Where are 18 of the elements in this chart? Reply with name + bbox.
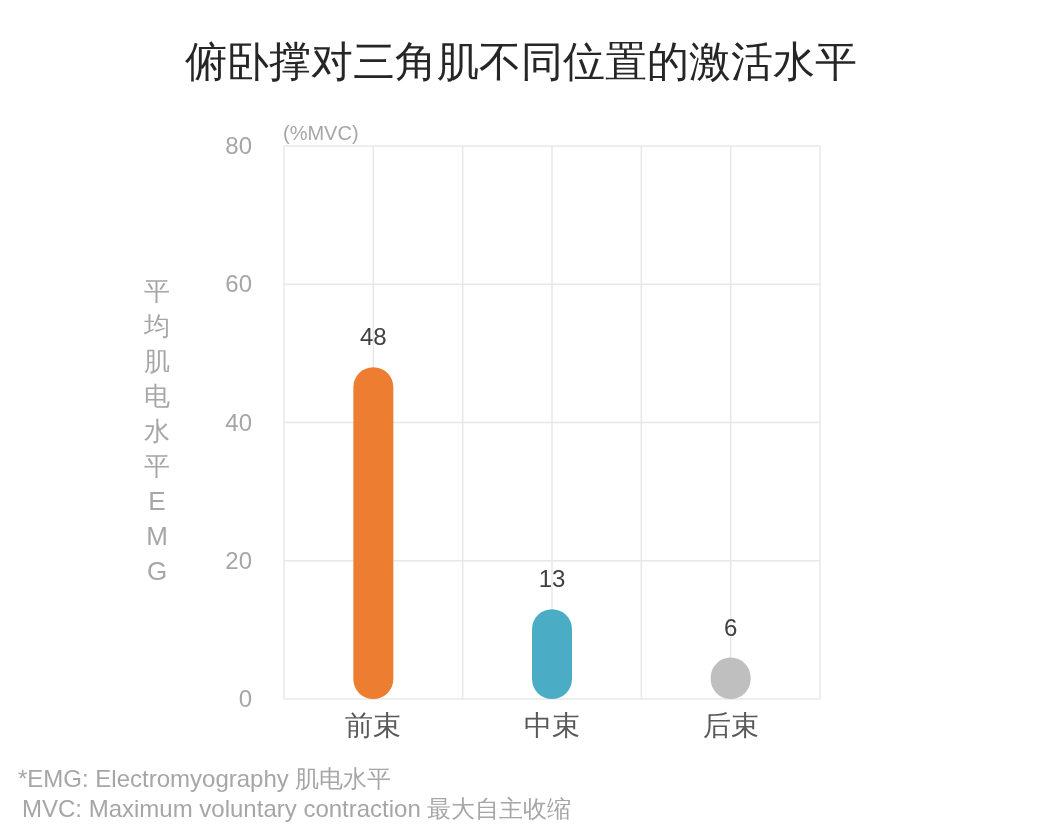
chart-title: 俯卧撑对三角肌不同位置的激活水平 bbox=[185, 38, 857, 85]
y-tick-label: 60 bbox=[225, 270, 252, 298]
data-label: 13 bbox=[538, 565, 566, 593]
text: *EMG: Electromyography 肌电水平 bbox=[18, 765, 392, 792]
text: MVC: Maximum voluntary contraction 最大自主收缩 bbox=[22, 795, 572, 822]
y-tick-label: 0 bbox=[238, 685, 252, 712]
bar bbox=[532, 609, 572, 699]
y-tick-label: 40 bbox=[225, 408, 252, 436]
text: 平均肌电水平EMG bbox=[144, 276, 170, 586]
y-tick-label: 20 bbox=[225, 546, 252, 574]
x-tick-label: 前束 bbox=[345, 710, 402, 741]
data-label: 6 bbox=[723, 613, 738, 641]
x-tick-label: 后束 bbox=[702, 710, 759, 741]
y-tick-label: 80 bbox=[225, 132, 252, 159]
x-tick-label: 中束 bbox=[524, 710, 580, 741]
bar bbox=[353, 367, 394, 699]
text: (%MVC) bbox=[283, 122, 359, 144]
data-label: 48 bbox=[359, 323, 387, 351]
